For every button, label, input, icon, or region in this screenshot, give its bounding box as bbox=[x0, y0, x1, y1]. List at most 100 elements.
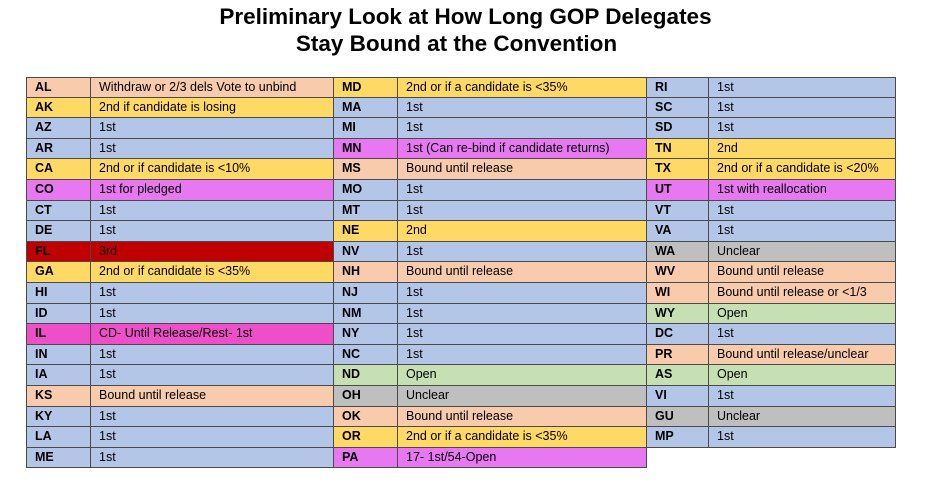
table-row: IA 1st bbox=[26, 365, 334, 386]
state-code: AL bbox=[26, 77, 91, 98]
table-row: WY Open bbox=[647, 303, 896, 325]
binding-rule: 1st bbox=[398, 118, 647, 139]
binding-rule: 2nd if candidate is losing bbox=[91, 97, 334, 119]
table-column-1: AL Withdraw or 2/3 dels Vote to unbind AK 2… bbox=[26, 77, 334, 469]
table-row: OR 2nd or if a candidate is <35% bbox=[334, 427, 647, 448]
binding-rule: Bound until release bbox=[91, 385, 334, 407]
binding-rule: 2nd or if a candidate is <35% bbox=[398, 427, 647, 448]
binding-rule: 2nd or if a candidate is <20% bbox=[709, 159, 896, 180]
binding-rule: Withdraw or 2/3 dels Vote to unbind bbox=[91, 77, 334, 98]
binding-rule: 1st bbox=[709, 221, 896, 242]
state-code: IA bbox=[26, 365, 91, 386]
state-code: FL bbox=[26, 241, 91, 263]
state-code: KS bbox=[26, 385, 91, 407]
table-row: NJ 1st bbox=[334, 282, 647, 304]
state-code: CT bbox=[26, 200, 91, 222]
table-row: GU Unclear bbox=[647, 406, 896, 428]
binding-rule: 1st bbox=[709, 200, 896, 222]
state-code: AS bbox=[647, 365, 709, 386]
table-row: NE 2nd bbox=[334, 221, 647, 242]
binding-rule: Bound until release bbox=[398, 406, 647, 428]
state-code: AK bbox=[26, 97, 91, 119]
state-code: DC bbox=[647, 324, 709, 345]
state-code: OR bbox=[334, 427, 398, 448]
binding-rule: 1st bbox=[91, 344, 334, 366]
binding-rule: 2nd bbox=[709, 138, 896, 160]
binding-rule: 3rd bbox=[91, 241, 334, 263]
table-row: GA 2nd or if candidate is <35% bbox=[26, 262, 334, 283]
table-row: NC 1st bbox=[334, 344, 647, 366]
table-row: MS Bound until release bbox=[334, 159, 647, 180]
table-row: ME 1st bbox=[26, 447, 334, 469]
table-row: NY 1st bbox=[334, 324, 647, 345]
table-row: SC 1st bbox=[647, 97, 896, 119]
state-code: ID bbox=[26, 303, 91, 325]
state-code: MS bbox=[334, 159, 398, 180]
table-row: ND Open bbox=[334, 365, 647, 386]
table-row: FL 3rd bbox=[26, 241, 334, 263]
table-row: OH Unclear bbox=[334, 385, 647, 407]
table-row: UT 1st with reallocation bbox=[647, 179, 896, 201]
state-code: NC bbox=[334, 344, 398, 366]
binding-rule: 1st bbox=[709, 427, 896, 448]
state-code: HI bbox=[26, 282, 91, 304]
table-column-2: MD 2nd or if a candidate is <35% MA 1st MI 1s… bbox=[334, 77, 647, 469]
state-code: TX bbox=[647, 159, 709, 180]
table-row: CA 2nd or if candidate is <10% bbox=[26, 159, 334, 180]
table-row: ID 1st bbox=[26, 303, 334, 325]
table-row: AL Withdraw or 2/3 dels Vote to unbind bbox=[26, 77, 334, 98]
table-row: AZ 1st bbox=[26, 118, 334, 139]
state-code: VI bbox=[647, 385, 709, 407]
table-column-3: RI 1st SC 1st SD 1st TN 2nd TX 2nd or if a candid… bbox=[647, 77, 896, 468]
table-row: IN 1st bbox=[26, 344, 334, 366]
state-code: MP bbox=[647, 427, 709, 448]
binding-rule: 1st bbox=[91, 447, 334, 469]
table-row: HI 1st bbox=[26, 282, 334, 304]
state-code: PA bbox=[334, 447, 398, 469]
binding-rule: 1st bbox=[91, 406, 334, 428]
state-code: NV bbox=[334, 241, 398, 263]
binding-rule: 1st bbox=[91, 118, 334, 139]
table-row: LA 1st bbox=[26, 427, 334, 448]
table-row: VT 1st bbox=[647, 200, 896, 222]
binding-rule: 17- 1st/54-Open bbox=[398, 447, 647, 469]
table-row: OK Bound until release bbox=[334, 406, 647, 428]
state-code: MD bbox=[334, 77, 398, 98]
state-code: MA bbox=[334, 97, 398, 119]
binding-rule: 2nd or if a candidate is <35% bbox=[398, 77, 647, 98]
binding-rule: Bound until release bbox=[709, 262, 896, 283]
state-code: UT bbox=[647, 179, 709, 201]
binding-rule: Unclear bbox=[398, 385, 647, 407]
binding-rule: Bound until release/unclear bbox=[709, 344, 896, 366]
binding-rule: 1st bbox=[398, 200, 647, 222]
state-code: CA bbox=[26, 159, 91, 180]
state-code: DE bbox=[26, 221, 91, 242]
state-code: PR bbox=[647, 344, 709, 366]
table-row: AS Open bbox=[647, 365, 896, 386]
binding-rule: 1st bbox=[398, 282, 647, 304]
binding-rule: 1st bbox=[398, 179, 647, 201]
binding-rule: 1st bbox=[709, 97, 896, 119]
state-code: KY bbox=[26, 406, 91, 428]
binding-rule: 1st bbox=[398, 324, 647, 345]
binding-rule: 1st bbox=[398, 344, 647, 366]
state-code: MO bbox=[334, 179, 398, 201]
table-row: MT 1st bbox=[334, 200, 647, 222]
binding-rule: Bound until release or <1/3 bbox=[709, 282, 896, 304]
table-row: SD 1st bbox=[647, 118, 896, 139]
state-code: GU bbox=[647, 406, 709, 428]
state-code: IN bbox=[26, 344, 91, 366]
state-code: RI bbox=[647, 77, 709, 98]
state-code: NH bbox=[334, 262, 398, 283]
state-code: AZ bbox=[26, 118, 91, 139]
table-row: MN 1st (Can re-bind if candidate returns) bbox=[334, 138, 647, 160]
binding-rule: 2nd or if candidate is <10% bbox=[91, 159, 334, 180]
binding-rule: 1st bbox=[398, 97, 647, 119]
table-row: VA 1st bbox=[647, 221, 896, 242]
table-row: TN 2nd bbox=[647, 138, 896, 160]
table-row: VI 1st bbox=[647, 385, 896, 407]
state-code: VA bbox=[647, 221, 709, 242]
binding-rule: 1st bbox=[91, 365, 334, 386]
state-code: GA bbox=[26, 262, 91, 283]
binding-rule: CD- Until Release/Rest- 1st bbox=[91, 324, 334, 345]
